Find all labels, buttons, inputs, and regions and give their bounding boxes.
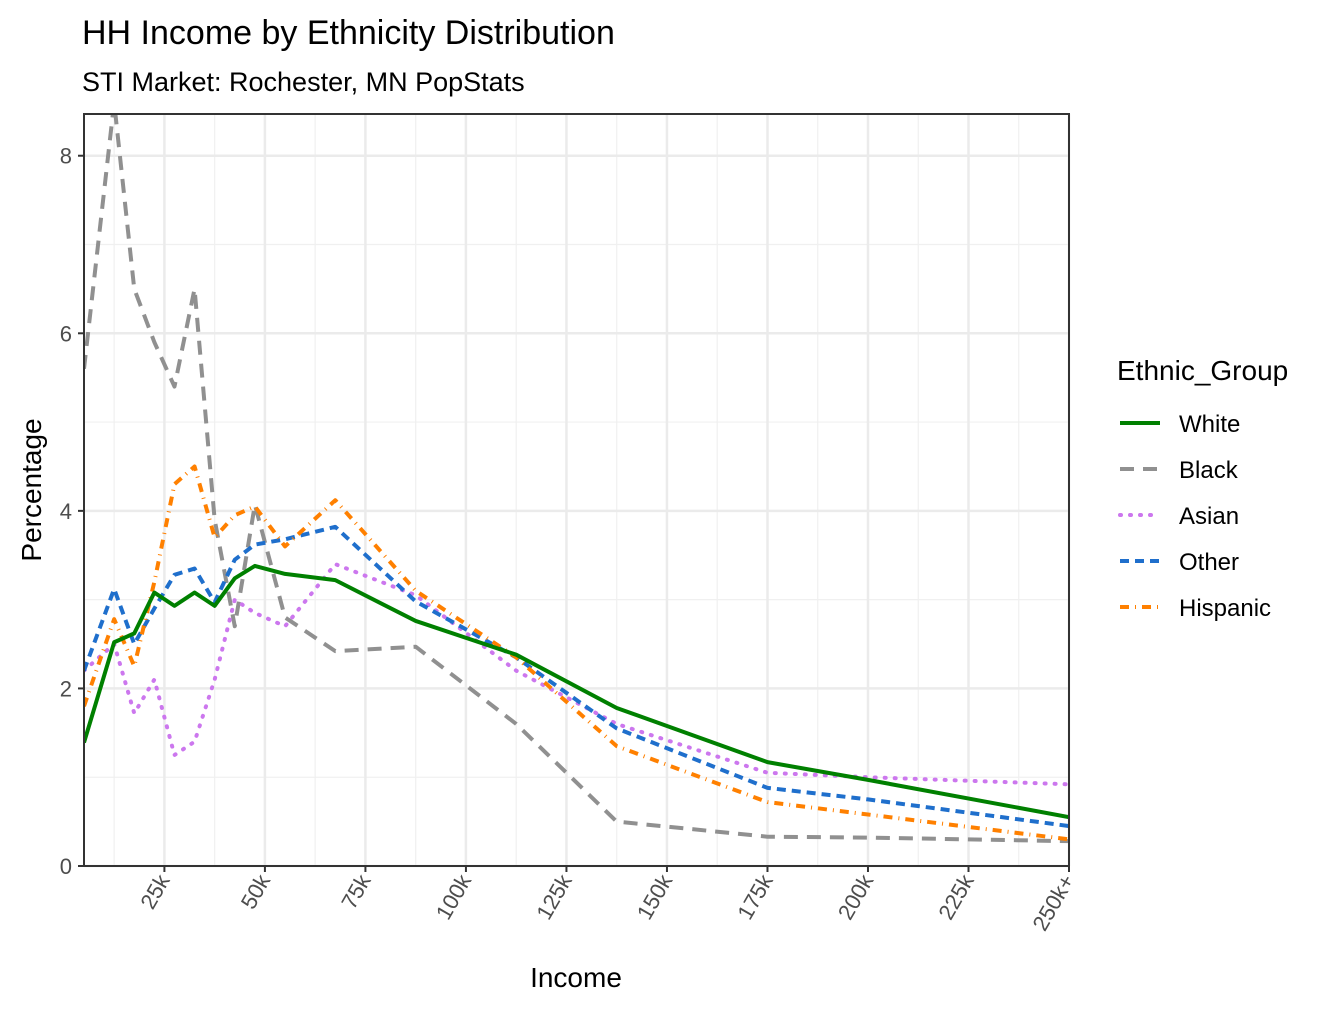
legend-label-asian: Asian (1179, 503, 1239, 530)
x-tick-label: 25k (135, 869, 175, 913)
y-tick-label: 8 (60, 144, 72, 169)
x-tick-label: 150k (632, 869, 678, 924)
x-tick-label: 75k (336, 869, 376, 913)
legend-label-other: Other (1179, 549, 1239, 576)
x-tick-label: 225k (933, 869, 979, 924)
grid (84, 114, 1071, 868)
x-tick-label: 250k+ (1027, 870, 1079, 935)
legend-label-hispanic: Hispanic (1179, 595, 1271, 622)
x-tick-label: 175k (732, 869, 778, 924)
plot-panel-border (83, 113, 1070, 867)
x-tick-label: 50k (236, 869, 276, 913)
series-line-white (84, 563, 1069, 820)
x-tick-label: 125k (531, 869, 577, 924)
y-axis-label: Percentage (16, 418, 47, 561)
y-tick-label: 2 (60, 676, 72, 701)
y-tick-label: 0 (60, 854, 72, 879)
legend: White Black Asian Other Hispanic (1118, 411, 1271, 622)
axes: 0 2 4 6 8 25k 50k 75k 100k 125k 150k 175k 200k 225k 25… (60, 144, 1080, 935)
legend-label-white: White (1179, 411, 1240, 438)
series-line-other (84, 524, 1069, 829)
x-tick-label: 100k (431, 869, 477, 924)
chart-title: HH Income by Ethnicity Distribution (82, 14, 615, 52)
x-tick-label: 200k (833, 869, 879, 924)
series-line-asian (84, 562, 1069, 787)
series-line-black (84, 114, 1069, 844)
y-tick-label: 4 (60, 499, 72, 524)
chart-subtitle: STI Market: Rochester, MN PopStats (82, 67, 525, 97)
legend-label-black: Black (1179, 457, 1239, 484)
legend-title: Ethnic_Group (1117, 355, 1288, 386)
y-tick-label: 6 (60, 321, 72, 346)
x-axis-label: Income (530, 962, 622, 993)
series-lines (84, 114, 1069, 844)
